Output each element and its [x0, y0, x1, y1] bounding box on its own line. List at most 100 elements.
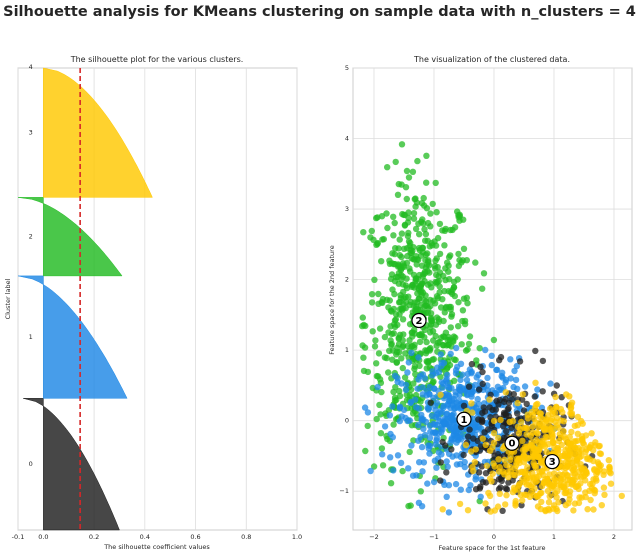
scatter-point-cluster-2: [401, 222, 409, 229]
scatter-point-cluster-1: [452, 480, 460, 488]
scatter-point-cluster-2: [403, 195, 410, 203]
scatter-point-cluster-3: [598, 502, 605, 509]
scatter-point-cluster-1: [412, 396, 419, 403]
scatter-point-cluster-3: [519, 437, 526, 444]
scatter-point-cluster-3: [468, 448, 475, 455]
scatter-point-cluster-2: [391, 321, 398, 328]
scatter-point-cluster-2: [398, 141, 406, 148]
scatter-point-cluster-3: [587, 496, 594, 504]
scatter-point-cluster-2: [424, 359, 431, 366]
scatter-point-cluster-3: [601, 491, 608, 498]
scatter-x-tick-label: −1: [429, 533, 439, 541]
scatter-point-cluster-2: [381, 333, 389, 341]
scatter-point-cluster-2: [433, 293, 441, 300]
scatter-point-cluster-3: [509, 488, 517, 496]
scatter-point-cluster-3: [518, 418, 525, 426]
scatter-point-cluster-1: [391, 372, 399, 379]
scatter-point-cluster-2: [479, 285, 486, 292]
scatter-point-cluster-1: [521, 383, 529, 390]
scatter-point-cluster-3: [590, 506, 597, 513]
scatter-point-cluster-1: [488, 352, 495, 359]
scatter-y-tick-label: 2: [345, 276, 349, 284]
scatter-point-cluster-1: [461, 458, 468, 466]
scatter-point-cluster-0: [531, 393, 538, 400]
scatter-point-cluster-3: [529, 429, 536, 436]
scatter-point-cluster-1: [418, 411, 425, 419]
figure-title: Silhouette analysis for KMeans clusterin…: [3, 4, 636, 20]
silhouette-fill-cluster-1: [17, 275, 128, 399]
scatter-point-cluster-3: [583, 446, 590, 453]
scatter-point-cluster-2: [460, 245, 468, 252]
scatter-point-cluster-2: [423, 347, 431, 355]
scatter-point-cluster-2: [406, 448, 413, 456]
scatter-point-cluster-3: [524, 464, 531, 471]
scatter-point-cluster-1: [387, 430, 394, 438]
scatter-point-cluster-2: [427, 280, 434, 287]
scatter-point-cluster-0: [460, 451, 467, 459]
cluster-center-label: 1: [461, 415, 468, 426]
cluster-center-label: 2: [416, 316, 423, 327]
scatter-point-cluster-3: [497, 416, 504, 424]
scatter-point-cluster-3: [570, 507, 577, 514]
scatter-point-cluster-1: [415, 354, 422, 361]
scatter-point-cluster-3: [517, 426, 524, 433]
scatter-point-cluster-1: [415, 376, 422, 383]
scatter-point-cluster-2: [378, 258, 385, 265]
scatter-point-cluster-2: [386, 257, 393, 264]
scatter-point-cluster-3: [574, 430, 581, 437]
scatter-point-cluster-2: [379, 462, 387, 469]
scatter-point-cluster-2: [411, 284, 418, 291]
scatter-point-cluster-3: [545, 505, 552, 513]
scatter-point-cluster-3: [531, 415, 538, 423]
scatter-point-cluster-0: [502, 412, 510, 419]
scatter-point-cluster-2: [362, 447, 369, 455]
scatter-point-cluster-0: [477, 363, 484, 370]
scatter-point-cluster-2: [440, 272, 447, 280]
scatter-point-cluster-2: [400, 331, 407, 338]
scatter-point-cluster-1: [463, 376, 471, 384]
scatter-point-cluster-2: [464, 300, 471, 307]
scatter-point-cluster-3: [567, 404, 575, 411]
scatter-point-cluster-2: [440, 342, 447, 349]
scatter-point-cluster-1: [477, 493, 484, 500]
scatter-x-label: Feature space for the 1st feature: [438, 544, 545, 552]
scatter-point-cluster-0: [465, 383, 473, 390]
scatter-point-cluster-2: [379, 295, 387, 303]
scatter-point-cluster-3: [555, 437, 563, 445]
scatter-point-cluster-0: [427, 399, 434, 406]
scatter-point-cluster-3: [552, 393, 559, 401]
silhouette-cluster-label: 2: [29, 233, 33, 241]
scatter-point-cluster-1: [406, 417, 413, 424]
scatter-point-cluster-1: [402, 386, 410, 394]
scatter-point-cluster-2: [406, 391, 414, 399]
scatter-point-cluster-2: [378, 445, 386, 452]
scatter-point-cluster-3: [488, 478, 495, 485]
scatter-x-tick-label: 2: [612, 533, 616, 541]
scatter-point-cluster-2: [415, 220, 422, 227]
scatter-point-cluster-2: [371, 276, 378, 283]
scatter-point-cluster-2: [377, 430, 385, 437]
scatter-point-cluster-3: [587, 441, 595, 449]
scatter-point-cluster-3: [483, 462, 491, 469]
scatter-point-cluster-2: [412, 203, 419, 210]
scatter-point-cluster-2: [436, 220, 444, 228]
scatter-point-cluster-3: [578, 446, 585, 453]
scatter-point-cluster-1: [430, 478, 438, 486]
scatter-point-cluster-2: [465, 340, 473, 348]
scatter-point-cluster-3: [540, 478, 548, 486]
scatter-point-cluster-3: [532, 379, 539, 386]
scatter-point-cluster-3: [574, 413, 582, 421]
scatter-point-cluster-3: [588, 430, 595, 437]
scatter-y-tick-label: 1: [345, 346, 349, 354]
scatter-point-cluster-3: [554, 445, 561, 452]
scatter-point-cluster-3: [586, 456, 594, 463]
scatter-point-cluster-1: [474, 395, 481, 403]
scatter-point-cluster-2: [378, 388, 385, 396]
scatter-point-cluster-1: [502, 379, 509, 386]
scatter-point-cluster-1: [435, 368, 443, 376]
scatter-point-cluster-1: [457, 387, 464, 394]
scatter-point-cluster-2: [416, 338, 424, 346]
scatter-point-cluster-1: [448, 436, 455, 443]
scatter-point-cluster-2: [379, 236, 386, 243]
scatter-point-cluster-1: [396, 417, 403, 425]
